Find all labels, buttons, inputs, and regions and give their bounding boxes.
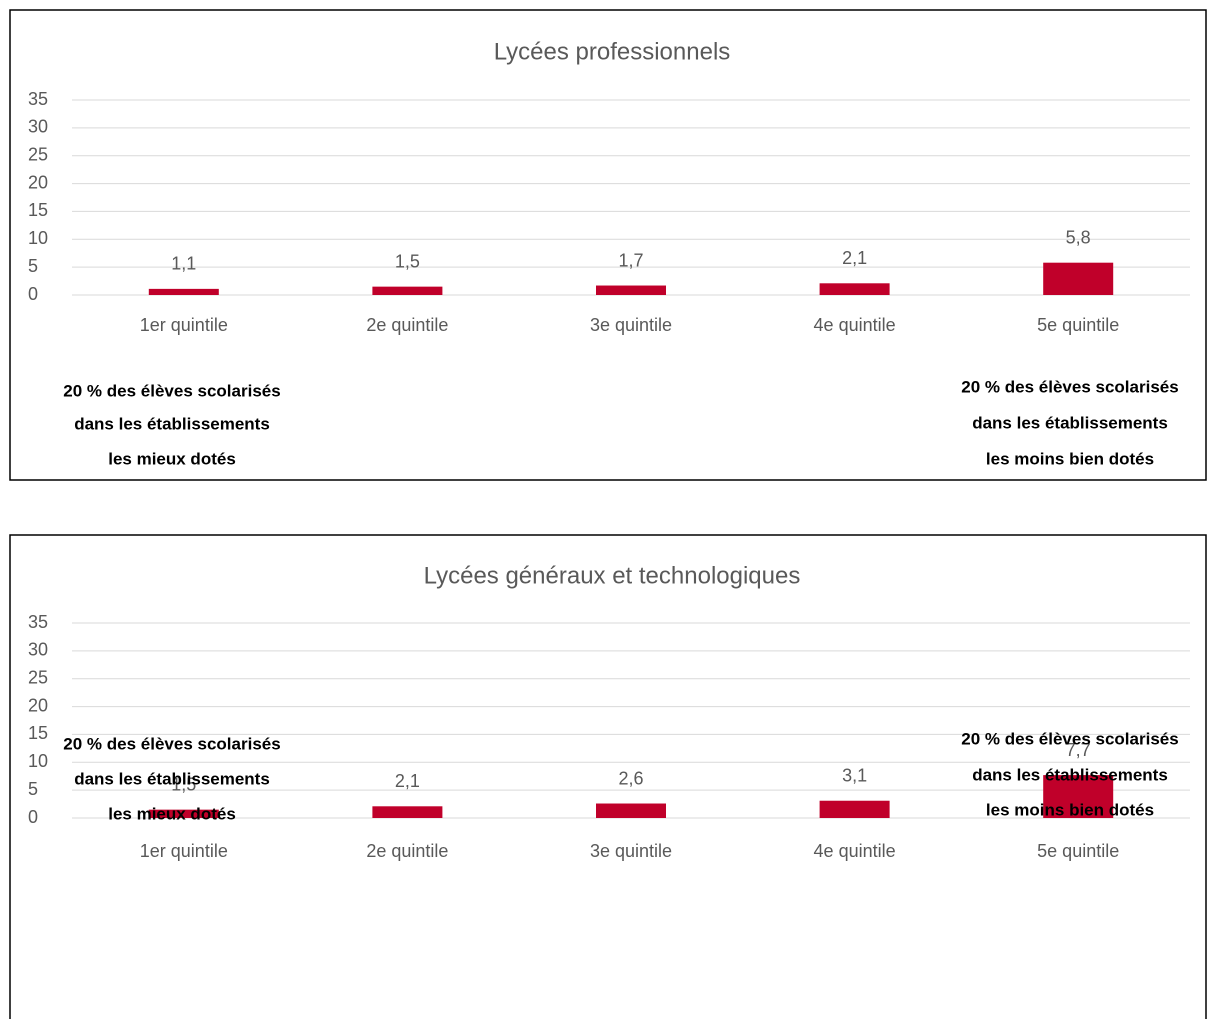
- data-label: 1,1: [171, 254, 196, 274]
- y-tick-label: 15: [28, 200, 48, 220]
- x-tick-label: 3e quintile: [590, 841, 672, 861]
- data-label: 3,1: [842, 765, 867, 785]
- y-tick-label: 10: [28, 228, 48, 248]
- chart-title: Lycées généraux et technologiques: [424, 562, 801, 589]
- chart-title: Lycées professionnels: [494, 38, 731, 65]
- annotation: les mieux dotés: [108, 804, 236, 823]
- bar: [819, 800, 890, 818]
- y-tick-label: 0: [28, 807, 38, 827]
- data-label: 5,8: [1066, 227, 1091, 247]
- annotation: 20 % des élèves scolarisés: [961, 377, 1178, 396]
- x-tick-label: 4e quintile: [814, 315, 896, 335]
- data-label: 2,6: [618, 768, 643, 788]
- annotation: dans les établissements: [972, 765, 1168, 784]
- y-tick-label: 35: [28, 612, 48, 632]
- bar: [148, 288, 219, 295]
- y-tick-label: 5: [28, 779, 38, 799]
- bar: [596, 803, 666, 818]
- annotation: dans les établissements: [74, 414, 270, 433]
- annotation: les moins bien dotés: [986, 449, 1154, 468]
- annotation: les mieux dotés: [108, 449, 236, 468]
- data-label: 2,1: [842, 248, 867, 268]
- y-tick-label: 0: [28, 284, 38, 304]
- y-tick-label: 5: [28, 256, 38, 276]
- data-label: 1,5: [171, 774, 196, 794]
- bar: [148, 809, 219, 818]
- x-tick-label: 2e quintile: [366, 315, 448, 335]
- x-tick-label: 4e quintile: [814, 841, 896, 861]
- annotation: dans les établissements: [972, 413, 1168, 432]
- bar: [1043, 775, 1114, 818]
- y-tick-label: 10: [28, 751, 48, 771]
- y-tick-label: 20: [28, 172, 48, 192]
- bar: [1043, 262, 1114, 295]
- data-label: 2,1: [395, 771, 420, 791]
- chart-frame: [9, 9, 1207, 481]
- data-label: 7,7: [1066, 740, 1091, 760]
- data-label: 1,5: [395, 251, 420, 271]
- y-tick-label: 25: [28, 144, 48, 164]
- x-tick-label: 2e quintile: [366, 841, 448, 861]
- x-tick-label: 5e quintile: [1037, 315, 1119, 335]
- y-tick-label: 30: [28, 640, 48, 660]
- x-tick-label: 5e quintile: [1037, 841, 1119, 861]
- x-tick-label: 3e quintile: [590, 315, 672, 335]
- y-tick-label: 20: [28, 695, 48, 715]
- bar: [819, 283, 890, 295]
- y-tick-label: 15: [28, 723, 48, 743]
- x-tick-label: 1er quintile: [140, 315, 228, 335]
- annotation: 20 % des élèves scolarisés: [961, 729, 1178, 748]
- y-tick-label: 35: [28, 89, 48, 109]
- bar: [372, 806, 443, 818]
- chart-frame: [9, 534, 1207, 1019]
- bar: [372, 286, 443, 295]
- x-tick-label: 1er quintile: [140, 841, 228, 861]
- annotation: 20 % des élèves scolarisés: [63, 734, 280, 753]
- bar: [596, 285, 666, 295]
- annotation: 20 % des élèves scolarisés: [63, 381, 280, 400]
- annotation: dans les établissements: [74, 769, 270, 788]
- data-label: 1,7: [618, 250, 643, 270]
- y-tick-label: 25: [28, 667, 48, 687]
- y-tick-label: 30: [28, 117, 48, 137]
- annotation: les moins bien dotés: [986, 800, 1154, 819]
